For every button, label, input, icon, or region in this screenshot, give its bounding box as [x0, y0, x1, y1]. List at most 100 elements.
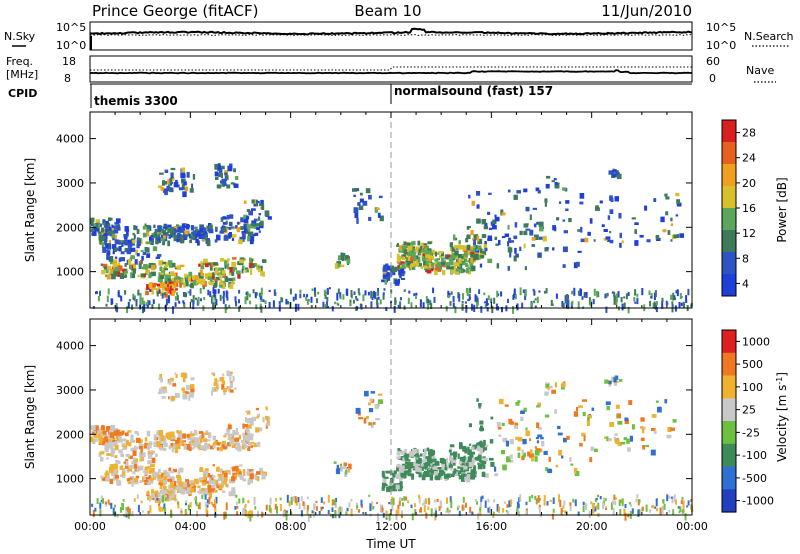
- power-cell-1251: [670, 217, 673, 222]
- velocity-cell-993: [423, 471, 429, 477]
- power-cell-876: [399, 246, 402, 250]
- power-cell-411: [129, 264, 132, 269]
- velocity-cell-675: [140, 455, 144, 462]
- power-cell-1202: [504, 233, 510, 237]
- velocity-ground-cell-51: [297, 497, 300, 503]
- velocity-cell-1256: [642, 445, 646, 450]
- velocity-ground-cell-149: [388, 513, 391, 521]
- velocity-cell-863: [424, 448, 427, 455]
- power-cell-627: [148, 282, 153, 288]
- power-cell-589: [212, 272, 216, 276]
- power-cell-415: [132, 273, 136, 278]
- velocity-cell-289: [235, 430, 238, 434]
- power-ground-cell-380: [260, 287, 263, 296]
- velocity-cell-409: [153, 471, 158, 478]
- velocity-cell-240: [230, 433, 233, 440]
- velocity-cell-499: [198, 488, 203, 495]
- power-cell-1031: [454, 262, 460, 267]
- velocity-cell-1230: [574, 469, 577, 474]
- power-cell-1133: [386, 266, 390, 271]
- velocity-cell-709: [188, 391, 193, 398]
- power-cell-189: [173, 234, 178, 240]
- power-cell-543: [260, 265, 263, 272]
- power-cell-720: [185, 186, 189, 192]
- velocity-cell-490: [220, 484, 224, 488]
- velocity-ground-cell-395: [244, 511, 247, 515]
- power-cell-1334: [492, 223, 495, 229]
- velocity-cell-483: [207, 487, 211, 493]
- power-cell-1332: [525, 228, 531, 231]
- velocity-cell-236: [182, 433, 187, 439]
- velocity-cell-1335: [535, 437, 539, 440]
- velocity-ground-cell-74: [595, 508, 598, 511]
- power-cell-628: [153, 287, 158, 290]
- velocity-ground-cell-108: [201, 494, 204, 500]
- power-cell-109: [111, 232, 116, 239]
- power-cell-1194: [562, 264, 566, 268]
- power-cell-685: [136, 244, 140, 249]
- power-cell-764: [227, 165, 233, 172]
- velocity-ground-cell-344: [612, 507, 615, 515]
- velocity-cell-1253: [629, 435, 633, 442]
- power-ground-cell-412: [245, 292, 248, 296]
- velocity-ground-cell-36: [244, 505, 246, 511]
- power-ground-cell-207: [516, 303, 519, 311]
- power-cell-836: [410, 263, 415, 268]
- power-cell-1226: [523, 223, 529, 228]
- power-cell-583: [236, 270, 241, 275]
- velocity-ground-cell-334: [318, 511, 321, 515]
- power-cell-1239: [537, 190, 541, 194]
- power-cell-1343: [498, 239, 501, 246]
- velocity-cell-384: [168, 475, 171, 479]
- velocity-cell-684: [147, 454, 152, 459]
- power-cell-658: [120, 251, 125, 255]
- power-ground-cell-147: [262, 299, 265, 303]
- power-ground-cell-133: [670, 294, 673, 301]
- velocity-cell-245: [173, 443, 176, 449]
- power-cell-1167: [376, 207, 380, 210]
- power-ground-cell-212: [627, 306, 630, 314]
- power-cell-316: [255, 223, 260, 227]
- power-cell-757: [233, 183, 239, 188]
- power-cell-619: [164, 292, 168, 298]
- velocity-cell-349: [178, 467, 184, 473]
- velocity-ground-cell-267: [411, 513, 414, 521]
- velocity-cell-1310: [496, 422, 501, 428]
- velocity-cell-1286: [639, 426, 644, 429]
- power-ground-cell-352: [99, 290, 101, 296]
- power-ground-cell-50: [183, 292, 185, 297]
- velocity-ground-cell-313: [474, 499, 477, 503]
- velocity-cell-1196: [488, 457, 494, 461]
- power-ground-cell-267: [427, 303, 430, 310]
- velocity-cell-806: [416, 463, 420, 467]
- velocity-cell-724: [190, 384, 195, 390]
- power-cell-695: [107, 250, 111, 255]
- power-cell-85: [162, 240, 165, 246]
- power-cell-248: [183, 236, 187, 240]
- power-cell-584: [251, 264, 255, 268]
- velocity-cell-310: [238, 446, 242, 449]
- velocity-cell-199: [176, 430, 180, 434]
- velocity-cell-1325: [541, 441, 545, 447]
- velocity-cell-1076: [463, 455, 466, 461]
- power-cell-1228: [579, 201, 584, 205]
- velocity-cell-1154: [368, 408, 374, 413]
- power-cell-905: [423, 261, 426, 267]
- velocity-ground-cell-350: [488, 506, 491, 514]
- power-cell-683: [132, 239, 136, 244]
- velocity-ground-cell-143: [385, 510, 388, 519]
- time-tick-label-1: 04:00: [174, 520, 206, 533]
- power-cell-631: [152, 283, 158, 286]
- power-cell-1219: [479, 263, 483, 268]
- power-cell-914: [406, 242, 411, 248]
- power-cell-329: [116, 271, 121, 277]
- velocity-cell-904: [400, 465, 405, 468]
- velocity-ground-cell-174: [610, 502, 613, 510]
- power-ground-cell-348: [174, 302, 177, 307]
- velocity-cell-1204: [569, 457, 572, 462]
- power-cell-282: [190, 236, 196, 240]
- velocity-cell-586: [249, 473, 254, 480]
- power-cell-501: [204, 273, 209, 279]
- velocity-cell-720: [157, 391, 162, 395]
